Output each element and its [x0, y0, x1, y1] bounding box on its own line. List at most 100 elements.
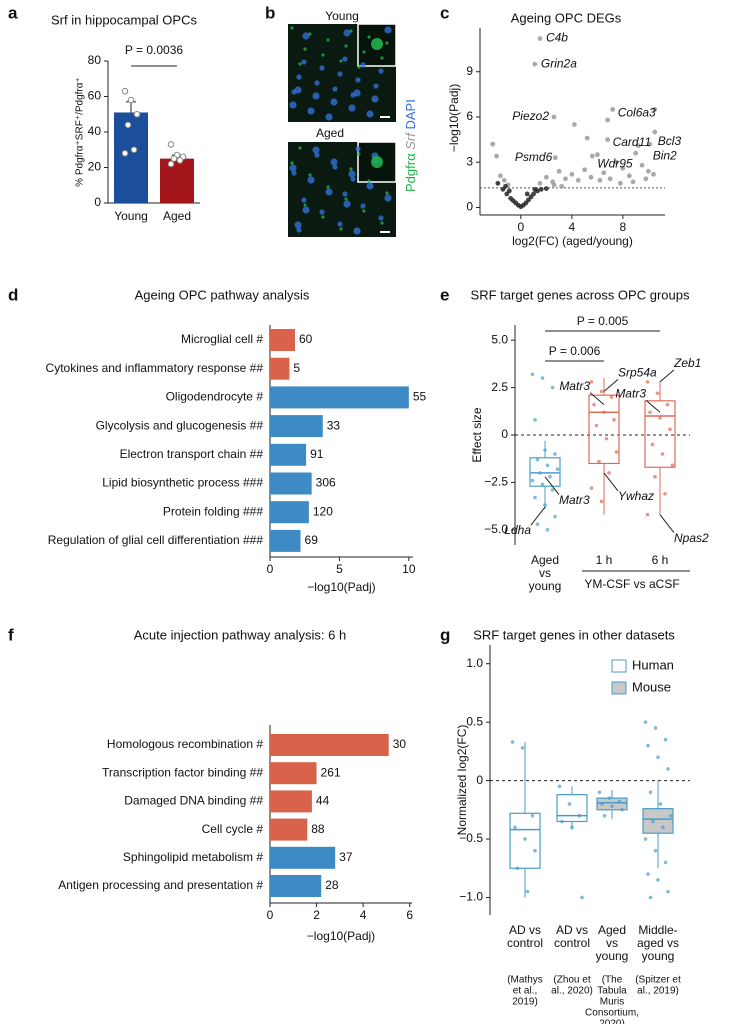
cell	[325, 188, 333, 196]
cell	[298, 146, 302, 150]
bar	[270, 386, 409, 409]
data-point	[597, 790, 602, 795]
source-label: 2019)	[512, 997, 538, 1008]
cell	[307, 107, 315, 115]
leader	[659, 369, 675, 383]
category-label: Microglial cell #	[181, 332, 263, 346]
bar	[270, 818, 308, 841]
data-point	[515, 866, 520, 871]
data-point	[533, 495, 537, 500]
data-point	[580, 895, 584, 900]
box	[529, 457, 561, 487]
data-point	[501, 177, 507, 183]
x-axis-label: log2(FC) (aged/young)	[512, 234, 633, 248]
data-point	[658, 416, 662, 420]
x-tick-label: 5	[336, 562, 343, 576]
gene-label: Grin2a	[541, 56, 577, 70]
source-label: 2020)	[599, 1019, 625, 1024]
data-point	[656, 878, 660, 882]
gene-label: Ywhaz	[618, 489, 654, 503]
data-point	[520, 746, 525, 750]
data-point	[589, 380, 594, 384]
source-label: Tabula	[597, 986, 627, 997]
cell	[319, 209, 325, 215]
data-point	[121, 150, 129, 157]
count-label: 120	[313, 504, 333, 518]
legend-label: Human	[632, 657, 674, 672]
cell	[289, 101, 297, 109]
data-point	[665, 402, 670, 407]
data-point	[537, 180, 543, 186]
data-point	[639, 162, 645, 168]
data-point	[605, 137, 610, 142]
data-point	[543, 503, 547, 507]
cell	[371, 95, 379, 103]
cell	[360, 62, 366, 68]
source-label: (Zhou et	[553, 975, 590, 986]
data-point	[552, 155, 558, 161]
y-tick-label: 60	[88, 89, 102, 103]
x-tick-label: young	[596, 949, 629, 963]
y-tick-label: 1.0	[466, 656, 483, 670]
x-tick-label: aged vs	[637, 936, 679, 950]
data-point	[597, 459, 601, 464]
box	[588, 394, 620, 465]
leader	[544, 476, 560, 496]
category-label: Electron transport chain ##	[120, 447, 264, 461]
data-point	[530, 813, 535, 818]
cell	[319, 65, 325, 71]
cell	[348, 104, 356, 112]
data-point	[652, 107, 658, 112]
source-label: al., 2020)	[551, 986, 593, 997]
bar	[270, 790, 312, 813]
leader	[589, 392, 605, 406]
data-point	[643, 176, 649, 182]
data-point	[121, 87, 129, 95]
cell	[357, 65, 361, 69]
cell	[360, 203, 366, 209]
cell	[367, 35, 371, 39]
data-point	[617, 180, 623, 186]
count-label: 69	[305, 533, 319, 547]
y-tick-label: 5.0	[491, 332, 508, 346]
data-point	[557, 784, 562, 789]
data-point	[666, 767, 670, 771]
data-point	[176, 157, 184, 164]
cell	[303, 47, 307, 51]
bar	[270, 501, 309, 524]
data-point	[600, 802, 604, 806]
data-point	[540, 482, 545, 487]
bar	[270, 472, 312, 495]
count-label: 37	[339, 850, 353, 864]
x-tick-label: young	[529, 579, 562, 593]
data-point	[538, 471, 542, 475]
cell	[362, 209, 366, 213]
data-point	[569, 171, 575, 177]
cell	[342, 191, 348, 197]
data-point	[524, 191, 530, 197]
data-point	[643, 720, 648, 724]
cell	[343, 29, 351, 37]
data-point	[575, 177, 581, 183]
count-label: 33	[327, 418, 341, 432]
count-label: 55	[413, 390, 427, 404]
data-point	[553, 514, 557, 519]
data-point	[607, 471, 611, 475]
data-point	[540, 376, 545, 380]
cell	[325, 113, 333, 121]
data-point	[602, 410, 606, 415]
data-point	[532, 186, 538, 192]
data-point	[604, 436, 609, 441]
data-point	[651, 171, 656, 177]
data-point	[535, 522, 540, 526]
data-point	[124, 121, 132, 129]
gene-label: Zeb1	[673, 356, 701, 370]
data-point	[589, 486, 594, 490]
cell	[314, 152, 320, 158]
data-point	[533, 848, 537, 853]
data-point	[556, 168, 562, 174]
data-point	[666, 889, 670, 894]
data-point	[498, 173, 503, 179]
category-label: Lipid biosynthetic process ###	[102, 476, 263, 490]
cell	[343, 200, 351, 208]
